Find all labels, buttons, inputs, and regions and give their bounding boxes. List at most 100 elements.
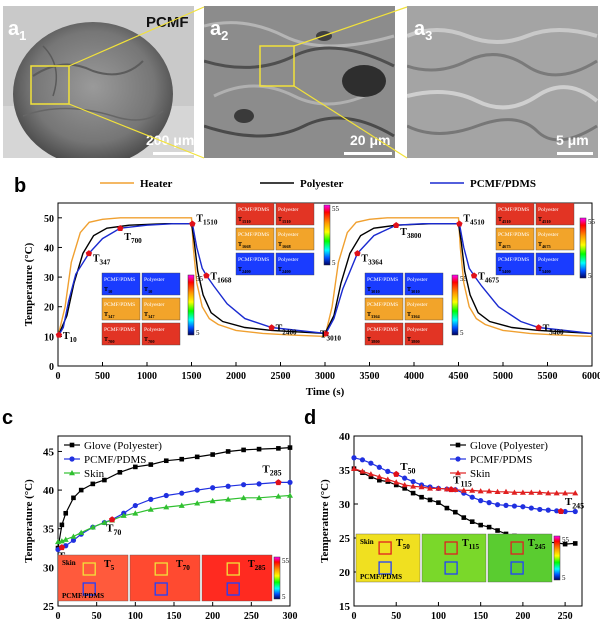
x-axis-label-b: Time (s) [306, 386, 345, 398]
thermal-tile-label-b: Polyester [278, 232, 299, 238]
data-point-c-skin [147, 506, 154, 512]
panel-c-letter: c [2, 407, 14, 429]
thermal-tile-b [535, 202, 575, 226]
data-point-c-skin [240, 494, 247, 501]
inset-skin-label-d: Skin [360, 538, 374, 546]
t-label-d: T115 [453, 474, 472, 488]
colorbar-b-2-max: 55 [460, 275, 468, 283]
data-point-c-glove-polyester- [210, 452, 215, 457]
legend-marker-d [455, 470, 461, 476]
data-point-d-skin [351, 465, 357, 471]
y-tick-label-b: 40 [44, 243, 54, 254]
plot-frame-d [353, 435, 583, 607]
chart-b: 0 500 1000 1500 2000 2500 3000 3500 4000 4500 5000… [23, 178, 600, 398]
scale-bar-a3: 5 μm [556, 132, 589, 148]
thermal-tile-b [364, 272, 404, 296]
data-point-c-glove-polyester- [241, 447, 246, 453]
thermal-tile-time-b: T700 [144, 337, 154, 344]
data-point-d-skin [572, 490, 579, 496]
scale-bar-a2: 20 μm [350, 132, 391, 148]
data-point-d-pcmf-pdms [385, 468, 391, 474]
data-point-c-skin [178, 502, 185, 508]
data-point-c-glove-polyester- [71, 495, 76, 501]
t-label-c: T70 [106, 522, 121, 536]
legend-marker-d [455, 442, 461, 448]
data-point-d-pcmf-pdms [528, 505, 534, 511]
panel-a2-letter: a [210, 18, 222, 40]
thermal-tile-label-b: Polyester [407, 302, 428, 308]
y-axis-label-c: Temperature (°C) [23, 479, 35, 563]
data-point-c-skin [287, 492, 293, 498]
legend-marker-c [69, 470, 75, 476]
y-tick-label-d: 40 [339, 431, 351, 443]
roi-box-pcmf-d [378, 561, 392, 575]
data-point-d-skin [452, 486, 459, 493]
data-point-c-glove-polyester- [78, 487, 84, 493]
thermal-tile-time-b: T1510 [278, 217, 291, 224]
legend-label-d: Skin [470, 468, 491, 480]
data-point-c-pcmf-pdms [132, 502, 138, 509]
legend-label-b: PCMF/PDMS [470, 178, 536, 190]
zoom-connectors [68, 6, 408, 159]
data-point-d-glove-polyester- [427, 497, 433, 503]
thermal-tile-b [495, 202, 535, 226]
t-label-d: T245 [565, 496, 584, 510]
thermal-tile-label-b: Polyester [278, 257, 299, 263]
data-point-d-skin [393, 479, 400, 485]
data-point-d-glove-polyester- [402, 486, 407, 491]
thermal-tile-time-b: T1668 [278, 242, 291, 249]
panel-a2-sub: 2 [221, 28, 229, 43]
thermal-tile-label-b: PCMF/PDMS [238, 257, 269, 263]
thermal-tile-b [141, 272, 181, 296]
data-point-d-skin [435, 485, 442, 491]
data-point-d-skin [528, 489, 535, 495]
series-line-b-heater [57, 217, 593, 338]
thermal-tile-b [275, 252, 315, 276]
data-point-c-glove-polyester- [256, 446, 262, 452]
thermal-tile-time-b: T10 [144, 287, 152, 294]
colorbar-c [273, 556, 281, 600]
data-point-c-skin [120, 512, 127, 518]
panel-a3-letter: a [414, 18, 426, 40]
colorbar-c-min: 5 [282, 593, 286, 601]
x-tick-label-b: 5000 [493, 371, 513, 382]
data-point-d-skin [562, 490, 569, 496]
thermal-tile-time-b: T347 [144, 312, 155, 319]
t-marker-d [557, 507, 565, 514]
data-point-d-pcmf-pdms [351, 455, 357, 461]
colorbar-d-min: 5 [562, 574, 566, 582]
t-marker-b [85, 250, 93, 257]
data-point-d-glove-polyester- [486, 524, 492, 530]
data-point-c-glove-polyester- [194, 454, 200, 460]
x-tick-label-b: 2000 [226, 371, 246, 382]
t-label-b: T2400 [276, 323, 297, 336]
x-tick-label-c: 0 [56, 611, 61, 622]
data-point-d-pcmf-pdms [494, 502, 501, 508]
thermal-tile-label-b: Polyester [407, 327, 428, 333]
data-point-c-glove-polyester- [148, 462, 154, 467]
panel-a3-label: a3 [414, 18, 432, 43]
scale-bar-a1: 200 μm [146, 132, 195, 148]
data-point-c-skin [256, 494, 263, 501]
data-point-d-pcmf-pdms [469, 494, 475, 500]
x-tick-label-c: 200 [205, 611, 220, 622]
thermal-tile-time-b: T4675 [538, 242, 551, 249]
y-tick-label-c: 45 [43, 446, 55, 458]
colorbar-b-3 [579, 217, 587, 279]
data-point-d-skin [536, 489, 543, 495]
t-marker-b [354, 250, 361, 257]
data-point-d-pcmf-pdms [376, 464, 382, 470]
thermal-tile-time-b: T5400 [498, 267, 511, 274]
data-point-d-pcmf-pdms [478, 498, 484, 504]
thermal-tile-time-b: T1510 [238, 217, 251, 224]
data-point-d-skin [460, 487, 467, 493]
data-point-c-pcmf-pdms [210, 485, 216, 491]
data-point-d-pcmf-pdms [537, 506, 543, 513]
t-marker-b [456, 220, 463, 227]
data-point-c-pcmf-pdms [163, 492, 169, 499]
thermal-tile-label-b: PCMF/PDMS [238, 207, 269, 213]
thermal-tile-b [404, 297, 444, 321]
series-line-c-skin [57, 494, 291, 543]
thermal-tile-time-b: T10 [104, 287, 112, 294]
thermal-tile-b [495, 252, 535, 276]
